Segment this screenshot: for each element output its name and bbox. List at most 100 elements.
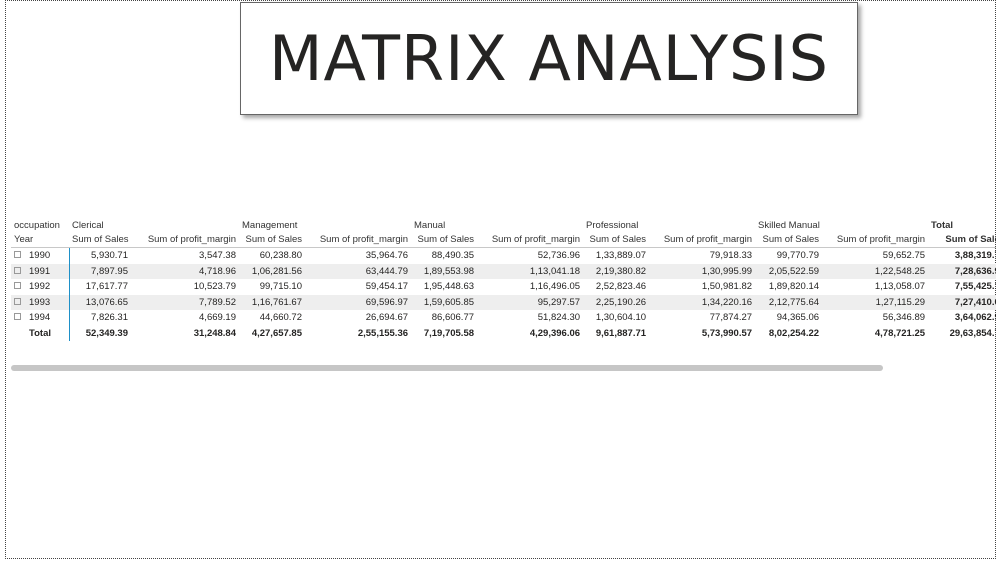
total-cell: 8,02,254.22 [768,327,820,339]
table-cell: 2,52,823.46 [595,281,647,293]
table-cell: 99,770.79 [776,250,820,262]
measure-header[interactable]: Sum of Sales [69,231,131,248]
table-cell: 2,19,380.82 [583,263,650,279]
table-cell: 1,06,281.56 [239,263,305,279]
total-cell: 2,55,155.36 [357,327,409,339]
row-header-label: 1993 [29,296,51,308]
expand-icon[interactable] [14,313,21,321]
row-header[interactable]: 1991 [11,263,70,279]
table-cell: 1,16,761.67 [239,294,305,310]
total-cell: 7,19,705.58 [423,327,475,339]
table-cell: 3,547.38 [199,250,236,262]
table-cell: 69,596.97 [305,294,412,310]
measure-header[interactable]: Sum of Sales [239,231,305,248]
total-cell: 4,78,721.25 [874,327,926,339]
table-cell: 1,89,553.98 [411,263,478,279]
table-cell: 1,95,448.63 [423,281,475,293]
table-cell: 4,669.19 [199,312,236,324]
table-cell: 1,50,981.82 [701,281,753,293]
table-cell: 59,652.75 [882,250,926,262]
total-cell: 4,27,657.85 [251,327,302,339]
table-cell: 3,64,062.96 [954,312,996,324]
table-cell: 94,365.06 [776,312,820,324]
total-row: Total 52,349.39 31,248.84 4,27,657.85 2,55,1… [11,325,996,341]
table-cell: 1,59,605.85 [411,294,478,310]
table-cell: 26,694.67 [365,312,409,324]
table-cell: 1,16,496.05 [529,281,581,293]
title-textbox[interactable]: MATRIX ANALYSIS [240,2,858,115]
expand-icon[interactable] [14,297,21,305]
table-cell: 7,27,410.07 [928,294,996,310]
table-cell: 7,897.95 [69,263,131,279]
total-cell: 52,349.39 [85,327,128,339]
table-cell: 1,89,820.14 [768,281,820,293]
table-cell: 1,27,115.29 [822,294,929,310]
table-cell: 77,874.27 [709,312,753,324]
measure-header[interactable]: Sum of profit_margin [305,231,412,248]
table-row[interactable]: 1991 7,897.95 4,718.96 1,06,281.56 63,444.79… [11,263,996,279]
row-header-label: 1994 [29,312,51,324]
measure-header[interactable]: Sum of Sales [583,231,650,248]
total-cell: 9,61,887.71 [595,327,647,339]
table-cell: 7,28,636.90 [928,263,996,279]
table-cell: 1,30,604.10 [595,312,647,324]
report-title: MATRIX ANALYSIS [269,21,829,95]
measure-header[interactable]: Sum of profit_margin [822,231,929,248]
measure-header[interactable]: Sum of profit_margin [131,231,239,248]
expand-icon[interactable] [14,251,21,259]
table-row[interactable]: 1994 7,826.31 4,669.19 44,660.72 26,694.67 86… [11,310,996,326]
table-cell: 3,88,319.72 [954,250,996,262]
table-cell: 5,930.71 [91,250,128,262]
table-cell: 99,715.10 [259,281,302,293]
row-header[interactable]: 1994 [11,310,70,326]
measure-header[interactable]: Sum of Sales [755,231,823,248]
row-header[interactable]: 1993 [11,294,70,310]
column-header-row: occupation Clerical Management Manual Pr… [11,214,996,231]
col-header-skilled-manual[interactable]: Skilled Manual [758,220,820,231]
table-cell: 17,617.77 [85,281,128,293]
table-cell: 1,13,058.07 [874,281,926,293]
table-cell: 2,05,522.59 [755,263,823,279]
table-cell: 1,34,220.16 [649,294,756,310]
row-header-label: 1992 [29,281,51,293]
table-cell: 59,454.17 [365,281,409,293]
col-header-total[interactable]: Total [931,220,954,231]
table-row[interactable]: 1993 13,076.65 7,789.52 1,16,761.67 69,596.9… [11,294,996,310]
table-cell: 88,490.35 [431,250,475,262]
row-header[interactable]: 1992 [11,279,70,295]
measure-header[interactable]: Sum of profit_margin [649,231,756,248]
horizontal-scrollbar[interactable] [11,365,883,371]
row-header-label: 1991 [29,265,51,277]
total-cell: 4,29,396.06 [529,327,581,339]
measure-header[interactable]: Sum of Sales [928,231,996,248]
table-cell: 10,523.79 [193,281,236,293]
row-header[interactable]: 1990 [11,247,70,264]
table-cell: 2,12,775.64 [755,294,823,310]
matrix-visual[interactable]: occupation Clerical Management Manual Pr… [11,214,996,349]
table-row[interactable]: 1992 17,617.77 10,523.79 99,715.10 59,454.17… [11,279,996,295]
table-cell: 52,736.96 [537,250,581,262]
col-header-professional[interactable]: Professional [586,220,639,231]
expand-icon[interactable] [14,266,21,274]
table-cell: 7,826.31 [91,312,128,324]
col-header-manual[interactable]: Manual [414,220,446,231]
table-cell: 1,33,889.07 [595,250,647,262]
measure-header[interactable]: Sum of Sales [411,231,478,248]
table-cell: 2,25,190.26 [583,294,650,310]
table-cell: 95,297.57 [477,294,584,310]
expand-icon[interactable] [14,282,21,290]
table-row[interactable]: 1990 5,930.71 3,547.38 60,238.80 35,964.76 88… [11,247,996,264]
measure-header-row: Year Sum of Sales Sum of profit_margin S… [11,231,996,248]
corner-row-label: Year [11,231,69,248]
col-header-management[interactable]: Management [242,220,298,231]
table-cell: 56,346.89 [882,312,926,324]
report-canvas [5,0,996,559]
table-cell: 1,30,995.99 [649,263,756,279]
table-cell: 1,13,041.18 [477,263,584,279]
table-cell: 35,964.76 [365,250,409,262]
measure-header[interactable]: Sum of profit_margin [477,231,584,248]
col-header-clerical[interactable]: Clerical [72,220,104,231]
row-header-label: 1990 [29,250,51,262]
matrix-table: occupation Clerical Management Manual Pr… [11,214,996,341]
total-row-label: Total [11,325,70,341]
